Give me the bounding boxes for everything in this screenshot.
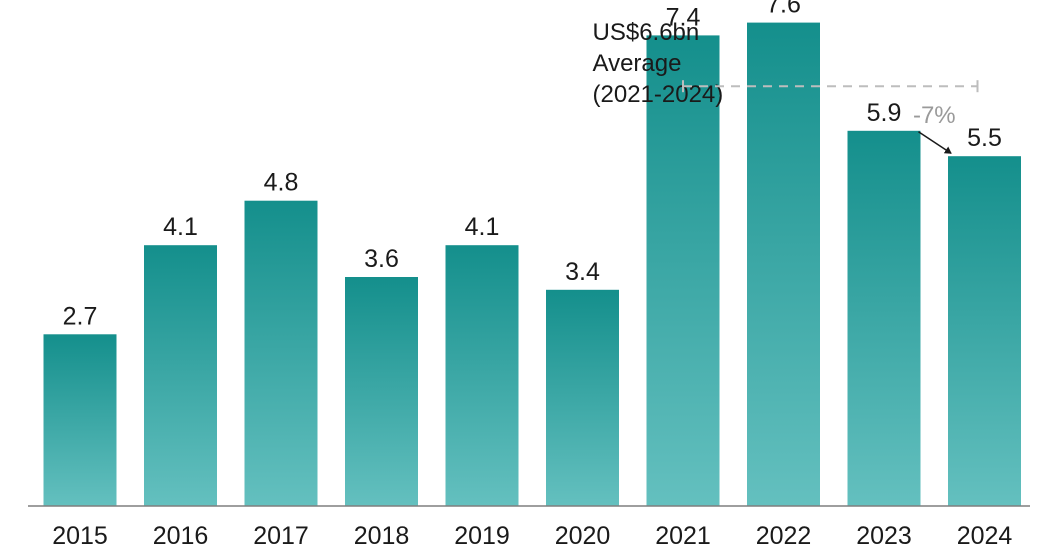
x-tick-label-2015: 2015 (52, 522, 108, 550)
value-label-2019: 4.1 (465, 213, 500, 241)
x-tick-label-2016: 2016 (153, 522, 209, 550)
change-label: -7% (913, 102, 956, 129)
bar-2016 (144, 245, 217, 506)
value-label-2018: 3.6 (364, 245, 399, 273)
average-annotation-line: Average (593, 50, 682, 77)
bar-2021 (646, 35, 720, 507)
bar-2019 (445, 245, 519, 506)
bar-2023 (847, 130, 921, 507)
value-label-2017: 4.8 (264, 169, 299, 197)
bar-2018 (345, 277, 418, 506)
x-tick-label-2020: 2020 (555, 522, 611, 550)
average-annotation-line: US$6.6bn (593, 19, 700, 46)
average-annotation-line: (2021-2024) (593, 81, 724, 108)
x-tick-labels: 2015 2016 2017 2018 2019 2020 2021 2022 2023 2024 (52, 522, 1012, 550)
bar-2015 (43, 334, 117, 506)
bars (43, 22, 1021, 507)
change-arrow (918, 131, 952, 154)
annotations: US$6.6bn Average (2021-2024) -7% (593, 19, 979, 154)
value-label-2024: 5.5 (967, 124, 1002, 152)
value-label-2020: 3.4 (565, 258, 600, 286)
bar-2024 (948, 156, 1021, 506)
bar-2017 (244, 200, 318, 506)
x-tick-label-2018: 2018 (354, 522, 410, 550)
x-tick-label-2017: 2017 (253, 522, 309, 550)
value-label-2022: 7.6 (766, 0, 801, 19)
bar-2022 (747, 22, 820, 506)
value-labels: 2.7 4.1 4.8 3.6 4.1 3.4 7.4 7.6 5.9 5.5 (63, 0, 1002, 330)
x-tick-label-2024: 2024 (957, 522, 1013, 550)
x-tick-label-2019: 2019 (454, 522, 510, 550)
x-tick-label-2022: 2022 (756, 522, 812, 550)
x-tick-label-2021: 2021 (655, 522, 711, 550)
value-label-2023: 5.9 (867, 99, 902, 127)
x-tick-label-2023: 2023 (856, 522, 912, 550)
bar-2020 (546, 289, 619, 506)
value-label-2021: 7.4 (666, 3, 701, 31)
value-label-2016: 4.1 (163, 213, 198, 241)
value-label-2015: 2.7 (63, 302, 98, 330)
